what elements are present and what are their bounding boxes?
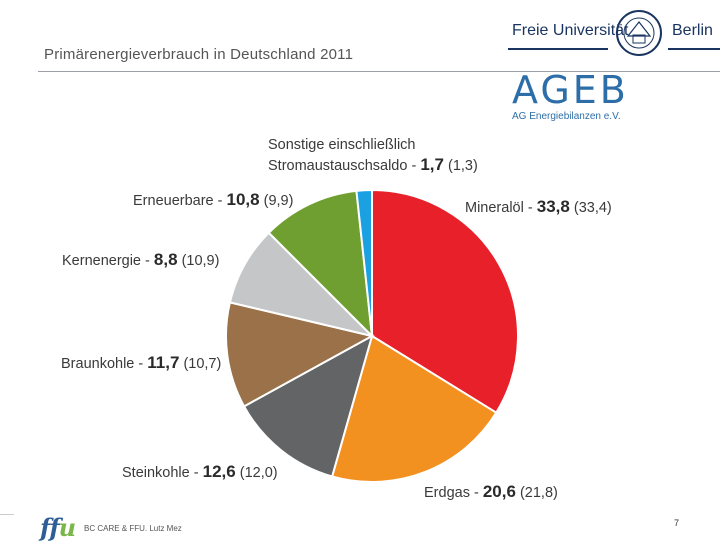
label-steinkohle-name: Steinkohle <box>122 465 190 481</box>
page-number: 7 <box>674 518 680 528</box>
pie-slice-erneuerbare <box>267 189 374 339</box>
pie-slice-erdgas <box>330 334 498 484</box>
label-braunkohle-name: Braunkohle <box>61 356 135 372</box>
value-kernenergie: 8,8 <box>153 250 178 269</box>
pie-slice-steinkohle <box>242 333 374 478</box>
label-sonstige-line1: Sonstige einschließlich <box>268 137 416 153</box>
footer-divider <box>0 514 14 515</box>
freie-universitaet-logo: Freie Universität Berlin <box>508 8 720 58</box>
value-sonstige: 1,7 <box>420 155 444 174</box>
label-erdgas: Erdgas - 20,6 (21,8) <box>424 482 558 501</box>
title-divider <box>38 71 720 72</box>
ageb-subtitle: AG Energiebilanzen e.V. <box>512 111 621 122</box>
value-steinkohle: 12,6 <box>202 462 236 481</box>
value-mineraloel: 33,8 <box>536 197 570 216</box>
footer-credit: BC CARE & FFU. Lutz Mez <box>84 524 182 533</box>
prev-erdgas: (21,8) <box>519 485 558 501</box>
value-braunkohle: 11,7 <box>147 353 180 372</box>
ffu-logo-main: ff <box>40 513 60 542</box>
prev-steinkohle: (12,0) <box>239 465 278 481</box>
fu-name-left: Freie Universität <box>512 22 629 39</box>
label-stromaustauschsaldo: Sonstige einschließlich Stromaustauschsa… <box>268 137 478 174</box>
label-kernenergie: Kernenergie - 8,8 (10,9) <box>62 250 220 269</box>
label-kernenergie-name: Kernenergie <box>62 253 141 269</box>
label-braunkohle: Braunkohle - 11,7 (10,7) <box>61 353 222 372</box>
ageb-logo: AGEB AG Energiebilanzen e.V. <box>512 70 629 122</box>
label-erneuerbare-name: Erneuerbare <box>133 193 214 209</box>
prev-sonstige: (1,3) <box>448 158 478 174</box>
prev-kernenergie: (10,9) <box>181 253 220 269</box>
fu-seal-icon <box>616 10 662 56</box>
pie-slice-kernenergie <box>228 231 376 338</box>
pie-slice-mineraloel <box>371 188 520 415</box>
fu-rule-right <box>668 48 720 50</box>
ffu-logo: ffu <box>40 513 76 542</box>
slide-title: Primärenergieverbrauch in Deutschland 20… <box>44 46 354 63</box>
ageb-wordmark: AGEB <box>512 68 629 112</box>
fu-rule-left <box>508 48 608 50</box>
prev-mineraloel: (33,4) <box>573 200 612 216</box>
fu-name-right: Berlin <box>672 22 713 39</box>
prev-erneuerbare: (9,9) <box>263 193 294 209</box>
value-erneuerbare: 10,8 <box>226 190 260 209</box>
label-erneuerbare: Erneuerbare - 10,8 (9,9) <box>133 190 294 209</box>
label-sonstige-name: Stromaustauschsaldo <box>268 158 408 174</box>
pie-slice-stromaustauschsaldo <box>355 188 373 337</box>
label-mineraloel-name: Mineralöl <box>465 200 524 216</box>
label-erdgas-name: Erdgas <box>424 485 470 501</box>
label-steinkohle: Steinkohle - 12,6 (12,0) <box>122 462 278 481</box>
ffu-logo-accent: u <box>58 513 76 542</box>
label-mineraloel: Mineralöl - 33,8 (33,4) <box>465 197 612 216</box>
prev-braunkohle: (10,7) <box>183 356 222 372</box>
value-erdgas: 20,6 <box>482 482 516 501</box>
